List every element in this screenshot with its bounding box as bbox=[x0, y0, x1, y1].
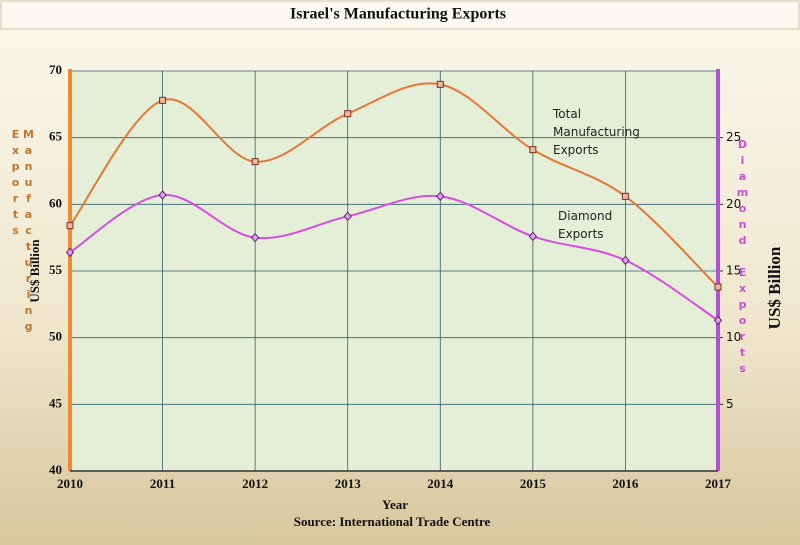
point bbox=[714, 283, 722, 291]
point bbox=[65, 247, 75, 258]
y-tick-label: 55 bbox=[49, 262, 63, 277]
title-box bbox=[0, 0, 800, 30]
y-axis-label: US$ Billion bbox=[27, 239, 42, 303]
y-tick-label: 45 bbox=[49, 395, 63, 410]
y2-tick-label: 20 bbox=[726, 197, 741, 211]
point bbox=[343, 211, 352, 222]
y-axis-title: Manufacturing Exports bbox=[9, 128, 35, 336]
y-tick-label: 65 bbox=[49, 129, 63, 144]
point bbox=[158, 190, 167, 200]
x-tick-label: 2013 bbox=[335, 476, 362, 491]
y-tick-label: 70 bbox=[49, 62, 62, 77]
x-tick-label: 2012 bbox=[242, 476, 268, 491]
x-tick-label: 2010 bbox=[57, 476, 83, 491]
point bbox=[713, 315, 723, 326]
x-tick-label: 2015 bbox=[520, 476, 547, 491]
y-tick-label: 40 bbox=[49, 462, 62, 477]
point bbox=[159, 96, 167, 104]
y2-axis-title: Diamond Exports bbox=[736, 138, 749, 378]
x-tick-label: 2016 bbox=[612, 476, 639, 491]
point bbox=[621, 255, 630, 266]
point bbox=[436, 80, 444, 88]
x-axis-label: Year bbox=[382, 497, 408, 512]
chart-title: Israel's Manufacturing Exports bbox=[290, 6, 506, 23]
x-tick-label: 2014 bbox=[427, 476, 454, 491]
point bbox=[621, 192, 629, 200]
point bbox=[528, 231, 538, 242]
y2-tick-label: 25 bbox=[726, 130, 741, 144]
x-tick-label: 2011 bbox=[150, 476, 175, 491]
series-line bbox=[69, 193, 719, 322]
point bbox=[250, 232, 260, 243]
y2-tick-label: 15 bbox=[726, 264, 741, 278]
point bbox=[344, 110, 352, 118]
x-tick-label: 2017 bbox=[705, 476, 732, 491]
y2-tick-label: 10 bbox=[726, 330, 741, 344]
point bbox=[66, 222, 74, 230]
y2-axis-label: US$ Billion bbox=[765, 246, 784, 329]
point bbox=[251, 158, 259, 166]
y-tick-label: 60 bbox=[49, 195, 62, 210]
y-tick-label: 50 bbox=[49, 329, 62, 344]
series-annotation: Diamond Exports bbox=[558, 209, 613, 241]
y2-tick-label: 5 bbox=[726, 397, 734, 411]
series-annotation: Total Manufacturing Exports bbox=[553, 107, 640, 157]
source: Source: International Trade Centre bbox=[294, 514, 491, 529]
point bbox=[529, 146, 537, 154]
point bbox=[436, 191, 445, 202]
